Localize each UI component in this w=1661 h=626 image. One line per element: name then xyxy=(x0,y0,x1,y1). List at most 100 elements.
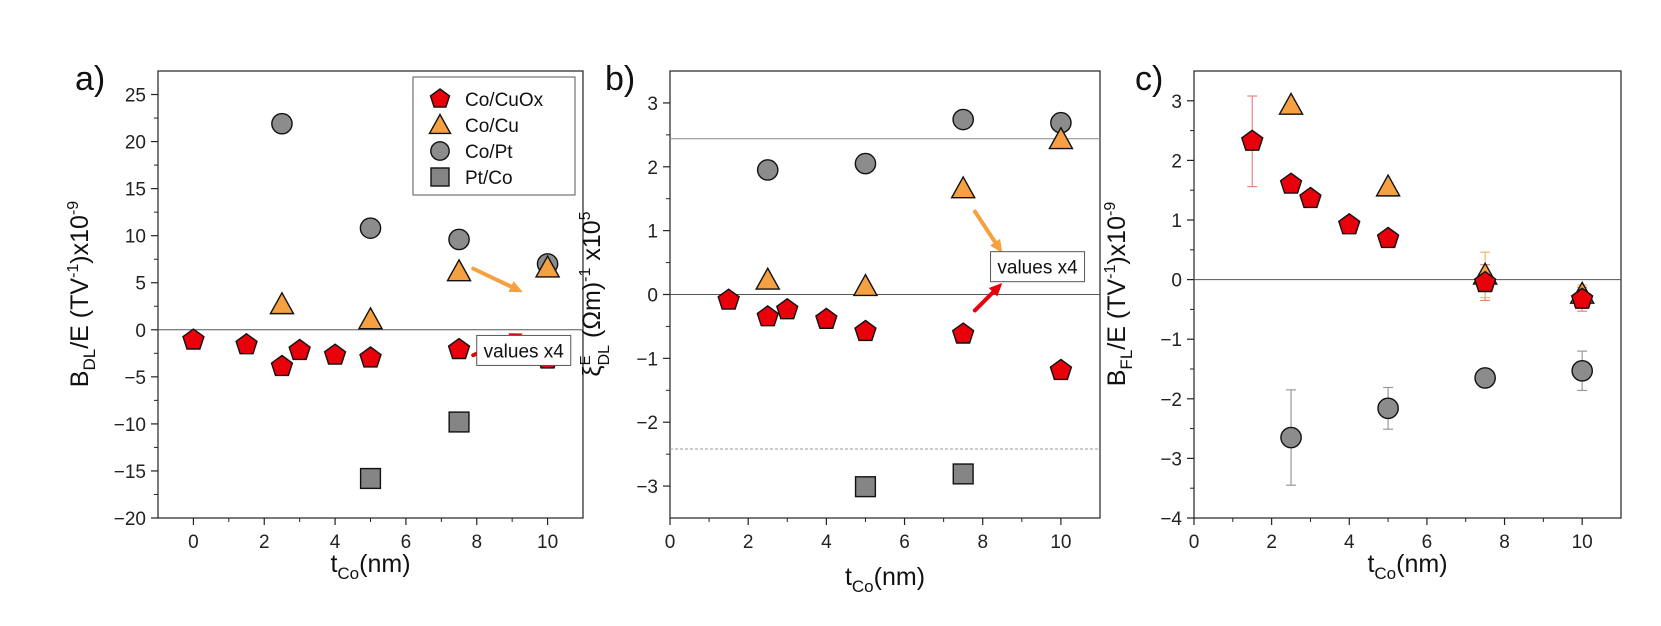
y-tick-label: 5 xyxy=(135,274,146,295)
data-point-co-cuox xyxy=(756,305,780,327)
legend-label: Co/Pt xyxy=(465,142,513,163)
y-tick-label: −15 xyxy=(114,462,146,483)
chart-panel-3: 0 2 4 6 8 10 −4 −3 −2 −1 0 1 2 3 c) tCo(nm) BFL/E (TV-1)… xyxy=(1102,60,1622,583)
x-tick-label: 4 xyxy=(330,532,341,553)
data-point-co-cuox xyxy=(270,354,294,377)
data-point-co-pt xyxy=(756,159,779,181)
data-point-co-cuox xyxy=(775,297,799,320)
x-tick-label: 2 xyxy=(743,532,754,553)
legend-label: Co/Cu xyxy=(465,116,519,137)
data-point-co-cuox xyxy=(717,288,740,310)
data-point-co-pt xyxy=(448,228,470,251)
y-tick-label: 20 xyxy=(125,133,146,154)
data-point-co-cuox xyxy=(951,322,975,344)
data-point-co-cuox xyxy=(235,332,258,355)
data-point-pt-co xyxy=(854,476,877,498)
data-point-co-cuox xyxy=(1049,358,1073,381)
data-point-co-cuox xyxy=(1337,212,1361,235)
annotation-arrow xyxy=(972,283,1003,313)
x-tick-label: 8 xyxy=(471,532,482,553)
data-point-co-pt xyxy=(952,108,975,131)
data-point-co-cu xyxy=(446,258,472,282)
x-tick-label: 4 xyxy=(821,532,832,553)
y-tick-label: −3 xyxy=(636,477,658,498)
x-tick-label: 10 xyxy=(1050,532,1071,553)
x-tick-label: 6 xyxy=(899,532,910,553)
x-tick-label: 6 xyxy=(401,532,412,553)
x-tick-label: 10 xyxy=(537,532,558,553)
data-point-co-pt xyxy=(1474,367,1496,389)
data-point-co-cuox xyxy=(359,346,382,368)
chart-panel-1: 0 2 4 6 8 10 −20 −15 −10 −5 0 5 10 15 20 25 a) tCo(nm) BDL… xyxy=(65,60,584,583)
y-tick-label: 1 xyxy=(647,222,658,243)
legend-marker xyxy=(430,141,450,161)
data-point-co-cu xyxy=(534,254,561,278)
data-point-co-cuox xyxy=(1473,270,1497,293)
legend-label: Co/CuOx xyxy=(465,90,544,111)
arrow-head xyxy=(990,238,1003,253)
x-tick-label: 10 xyxy=(1572,532,1593,553)
data-point-co-pt xyxy=(1571,359,1594,382)
panel-label: b) xyxy=(605,60,635,98)
y-axis-label: BDL/E (TV-1)x10-9 xyxy=(65,201,99,387)
x-axis-label: tCo(nm) xyxy=(845,563,925,596)
x-tick-label: 6 xyxy=(1422,532,1433,553)
y-tick-label: 15 xyxy=(125,180,146,201)
y-tick-label: 2 xyxy=(1171,151,1182,172)
x-tick-label: 2 xyxy=(259,532,270,553)
x-axis-label: tCo(nm) xyxy=(330,550,410,583)
data-point-pt-co xyxy=(448,411,470,433)
panel-label: a) xyxy=(75,60,105,98)
x-tick-label: 0 xyxy=(1189,532,1200,553)
data-point-co-cuox xyxy=(1299,186,1322,209)
y-tick-label: 0 xyxy=(135,321,146,342)
data-point-co-cuox xyxy=(182,328,205,350)
data-point-co-cu xyxy=(269,291,295,315)
data-point-co-pt xyxy=(1280,426,1302,449)
data-point-co-cuox xyxy=(815,307,838,329)
y-tick-label: 3 xyxy=(647,94,658,115)
x-tick-label: 8 xyxy=(977,532,988,553)
arrow-shaft xyxy=(471,266,514,289)
arrow-head xyxy=(988,283,1003,297)
data-point-pt-co xyxy=(952,463,974,485)
data-point-co-cuox xyxy=(1279,172,1303,194)
legend-marker xyxy=(429,88,451,108)
data-point-co-cuox xyxy=(1570,287,1594,309)
data-point-co-cu xyxy=(852,273,879,297)
legend-marker xyxy=(430,167,450,187)
data-point-co-pt xyxy=(1377,397,1399,420)
y-tick-label: 0 xyxy=(647,286,658,307)
data-point-co-cu xyxy=(1375,173,1401,197)
y-axis-label: BFL/E (TV-1)x10-9 xyxy=(1102,202,1136,387)
y-tick-label: 25 xyxy=(125,86,146,107)
x-axis-label: tCo(nm) xyxy=(1367,550,1447,583)
data-point-pt-co xyxy=(359,467,382,490)
annotation-box xyxy=(476,334,572,366)
annotation-arrow xyxy=(471,266,523,293)
data-point-co-cu xyxy=(357,306,384,330)
annotation-box xyxy=(990,251,1086,283)
arrow-shaft xyxy=(972,209,998,245)
legend-marker xyxy=(428,113,452,135)
data-point-co-cuox xyxy=(1376,226,1400,249)
y-tick-label: 1 xyxy=(1171,211,1182,232)
y-tick-label: −10 xyxy=(114,415,146,436)
y-tick-label: −20 xyxy=(114,509,146,530)
x-tick-label: 0 xyxy=(188,532,199,553)
annotation-text: values x4 xyxy=(484,341,565,362)
x-tick-label: 2 xyxy=(1266,532,1277,553)
y-tick-label: −4 xyxy=(1160,509,1182,530)
panel-label: c) xyxy=(1135,60,1163,98)
plot-frame xyxy=(1193,70,1622,519)
data-point-co-pt xyxy=(271,112,293,135)
y-tick-label: 0 xyxy=(1171,271,1182,292)
legend: Co/CuOx Co/Cu Co/Pt Pt/Co xyxy=(412,76,576,196)
annotation-arrow xyxy=(972,209,1003,253)
legend-label: Pt/Co xyxy=(465,168,513,189)
y-axis-label: ξE DL (Ωm)-1 x105 xyxy=(577,211,613,376)
x-tick-label: 8 xyxy=(1499,532,1510,553)
data-point-co-cu xyxy=(1278,91,1304,115)
data-point-co-cuox xyxy=(854,319,877,342)
data-point-co-cu xyxy=(1048,126,1074,150)
